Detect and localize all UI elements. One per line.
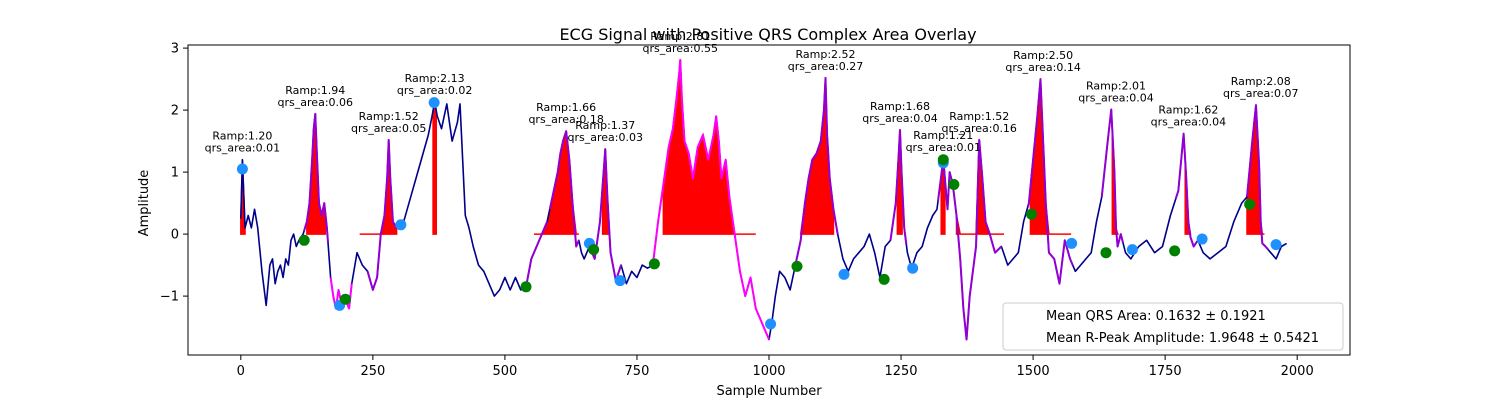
peak-marker-green [1169, 245, 1181, 257]
peak-marker-blue [907, 262, 919, 274]
qrs-area-label: qrs_area:0.14 [1005, 61, 1080, 74]
peak-marker-green [791, 260, 803, 272]
r-peak-amplitude-label: Ramp:1.52 [949, 110, 1009, 123]
legend: Mean QRS Area: 0.1632 ± 0.1921 Mean R-Pe… [1002, 302, 1344, 351]
qrs-segment-line [366, 138, 400, 291]
qrs-area-label: qrs_area:0.18 [528, 113, 603, 126]
qrs-area-fill [432, 101, 437, 235]
peak-marker-green [1244, 198, 1256, 210]
r-peak-amplitude-label: Ramp:2.52 [795, 48, 855, 61]
legend-entry-r-peak-amplitude: Mean R-Peak Amplitude: 1.9648 ± 0.5421 [1046, 331, 1319, 346]
legend-entry-qrs-area: Mean QRS Area: 0.1632 ± 0.1921 [1046, 309, 1266, 324]
qrs-area-label: qrs_area:0.02 [397, 84, 472, 97]
peak-marker-blue [236, 163, 248, 175]
peak-marker-green [878, 273, 890, 285]
r-peak-amplitude-label: Ramp:2.01 [1086, 79, 1146, 92]
r-peak-amplitude-label: Ramp:1.52 [359, 110, 419, 123]
y-axis-ticks: −1 0 1 2 3 [160, 42, 188, 305]
peak-marker-blue [614, 275, 626, 287]
r-peak-amplitude-label: Ramp:1.21 [913, 129, 973, 142]
peak-marker-green [520, 281, 532, 293]
r-peak-amplitude-label: Ramp:1.66 [536, 101, 596, 114]
qrs-area-label: qrs_area:0.03 [568, 131, 643, 144]
y-tick-label: −1 [160, 290, 179, 305]
x-tick-label: 250 [360, 364, 385, 379]
qrs-area-label: qrs_area:0.07 [1223, 87, 1298, 100]
y-axis-label: Amplitude [137, 170, 152, 237]
r-peak-amplitude-label: Ramp:1.94 [285, 84, 345, 97]
r-peak-amplitude-label: Ramp:1.62 [1158, 104, 1218, 117]
y-tick-label: 3 [171, 42, 179, 57]
peak-marker-blue [395, 219, 407, 231]
y-tick-label: 2 [171, 104, 179, 119]
peak-marker-blue [1066, 237, 1078, 249]
qrs-segment-line [1246, 104, 1269, 251]
peak-marker-green [1100, 247, 1112, 259]
peak-marker-blue [1126, 244, 1138, 256]
qrs-segment-line [1100, 108, 1124, 248]
qrs-area-label: qrs_area:0.27 [788, 60, 863, 73]
x-tick-label: 750 [625, 364, 650, 379]
peak-marker-green [339, 293, 351, 305]
qrs-area-label: qrs_area:0.01 [205, 142, 280, 155]
plot-content [236, 58, 1288, 341]
peak-marker-blue [1196, 233, 1208, 245]
peak-marker-blue [838, 268, 850, 280]
r-peak-amplitude-label: Ramp:1.37 [575, 119, 635, 132]
peak-marker-green [588, 244, 600, 256]
qrs-segment-line [303, 112, 329, 243]
qrs-area-label: qrs_area:0.16 [941, 122, 1016, 135]
qrs-segment-line [651, 58, 702, 266]
qrs-area-label: qrs_area:0.04 [1151, 116, 1226, 129]
r-peak-amplitude-label: Ramp:2.13 [405, 72, 465, 85]
x-tick-label: 1500 [1017, 364, 1050, 379]
qrs-area-label: qrs_area:0.01 [906, 141, 981, 154]
r-peak-amplitude-label: Ramp:2.50 [1013, 49, 1073, 62]
x-tick-label: 1250 [884, 364, 917, 379]
qrs-area-label: qrs_area:0.05 [351, 122, 426, 135]
legend-box [1002, 302, 1344, 351]
qrs-segment-line [937, 158, 953, 211]
x-tick-label: 2000 [1281, 364, 1314, 379]
annotation-layer: Ramp:1.20qrs_area:0.01Ramp:1.94qrs_area:… [205, 30, 1299, 155]
peak-marker-blue [1270, 239, 1282, 251]
qrs-area-label: qrs_area:0.04 [862, 112, 937, 125]
y-tick-label: 1 [171, 166, 179, 181]
x-tick-label: 0 [237, 364, 245, 379]
qrs-segment-line [699, 115, 770, 340]
peak-marker-green [648, 258, 660, 270]
plot-area [236, 58, 1288, 341]
r-peak-amplitude-label: Ramp:1.20 [212, 130, 272, 143]
y-tick-label: 0 [171, 228, 179, 243]
qrs-area-label: qrs_area:0.04 [1078, 91, 1153, 104]
qrs-segment-line [1174, 132, 1198, 248]
r-peak-amplitude-label: Ramp:2.08 [1231, 75, 1291, 88]
r-peak-amplitude-label: Ramp:2.81 [650, 30, 710, 43]
qrs-segment-line [1026, 78, 1074, 285]
qrs-segment-line [794, 76, 839, 266]
x-axis-ticks: 0 250 500 750 1000 1250 1500 1750 2000 [237, 355, 1314, 379]
x-axis-label: Sample Number [716, 384, 822, 399]
peak-marker-green [948, 179, 960, 190]
qrs-segment-line [889, 128, 908, 245]
x-tick-label: 1000 [752, 364, 785, 379]
qrs-area-label: qrs_area:0.06 [278, 96, 353, 109]
chart-title: ECG Signal with Positive QRS Complex Are… [559, 25, 976, 44]
peak-marker-green [937, 154, 949, 166]
qrs-segment-line [548, 130, 580, 248]
peak-marker-green [1026, 208, 1038, 220]
peak-marker-green [298, 234, 310, 246]
peak-marker-blue [428, 97, 440, 109]
peak-marker-blue [765, 318, 777, 330]
qrs-area-label: qrs_area:0.55 [643, 42, 718, 55]
qrs-segment-line [525, 221, 549, 287]
x-tick-label: 500 [492, 364, 517, 379]
x-tick-label: 1750 [1149, 364, 1182, 379]
r-peak-amplitude-label: Ramp:1.68 [870, 100, 930, 113]
qrs-segment-line [950, 138, 1003, 341]
